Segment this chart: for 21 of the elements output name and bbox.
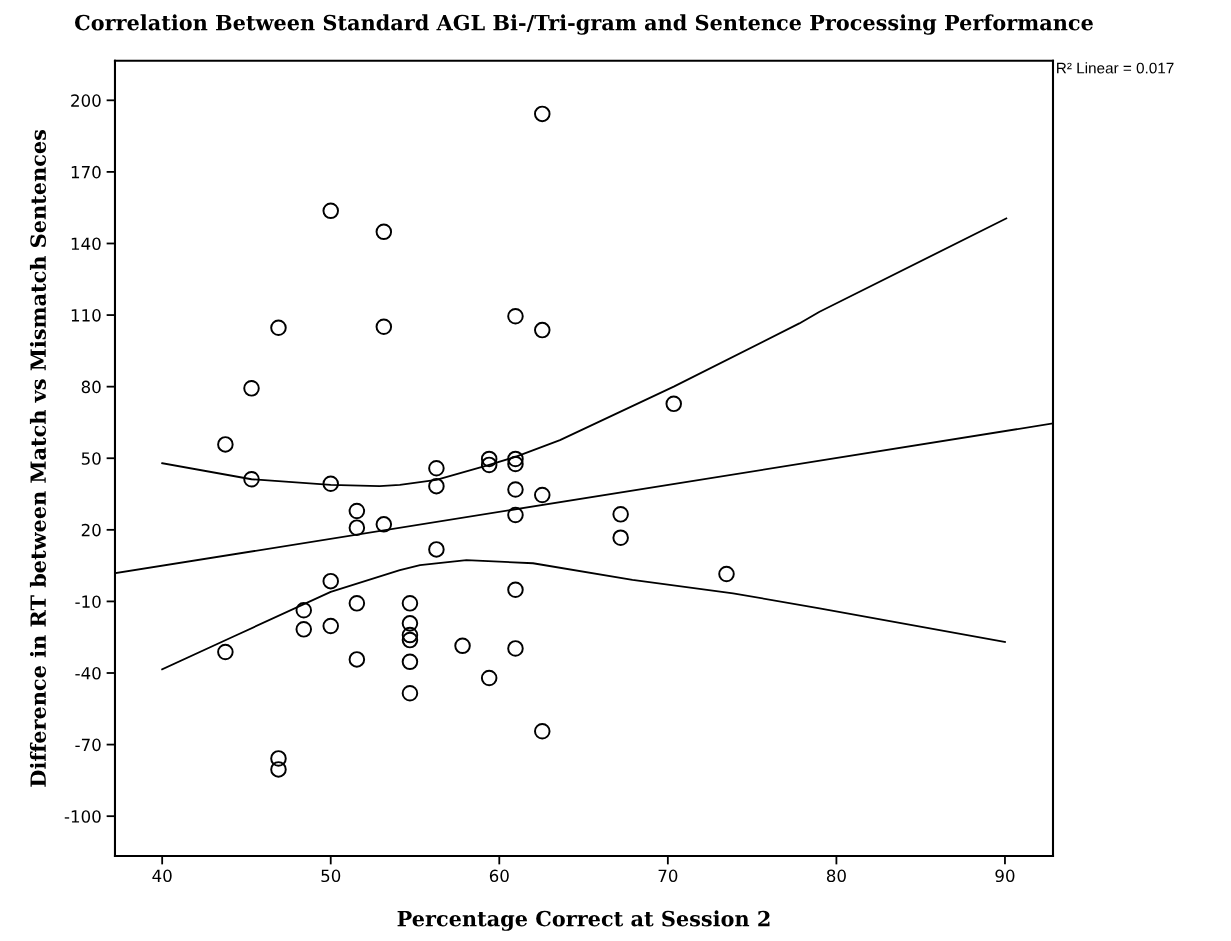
y-tick-label: -100	[64, 810, 101, 823]
y-tick-label: 20	[81, 523, 101, 537]
x-tick-label: 70	[658, 869, 678, 883]
y-tick-label: 140	[71, 237, 101, 251]
chart-title: Correlation Between Standard AGL Bi-/Tri-gram and Sentence Processing Performance	[75, 14, 1093, 35]
y-tick-label: -10	[75, 595, 101, 608]
y-tick-label: 50	[81, 452, 101, 465]
x-tick-label: 60	[489, 869, 509, 883]
x-tick-label: 80	[826, 869, 846, 883]
y-tick-label: -70	[75, 738, 101, 752]
x-tick-label: 50	[321, 869, 341, 883]
y-axis-title: Difference in RT between Match vs Mismatch Sentences	[29, 129, 47, 787]
x-tick-label: 40	[152, 869, 172, 883]
y-tick-label: 170	[71, 165, 101, 179]
y-tick-label: -40	[75, 666, 101, 680]
y-tick-label: 110	[71, 309, 101, 322]
x-axis-title: Percentage Correct at Session 2	[397, 910, 770, 931]
y-tick-label: 200	[71, 94, 101, 107]
text: R² Linear = 0.017	[1057, 62, 1174, 74]
y-tick-label: 80	[81, 380, 101, 394]
x-tick-label: 90	[995, 869, 1015, 883]
